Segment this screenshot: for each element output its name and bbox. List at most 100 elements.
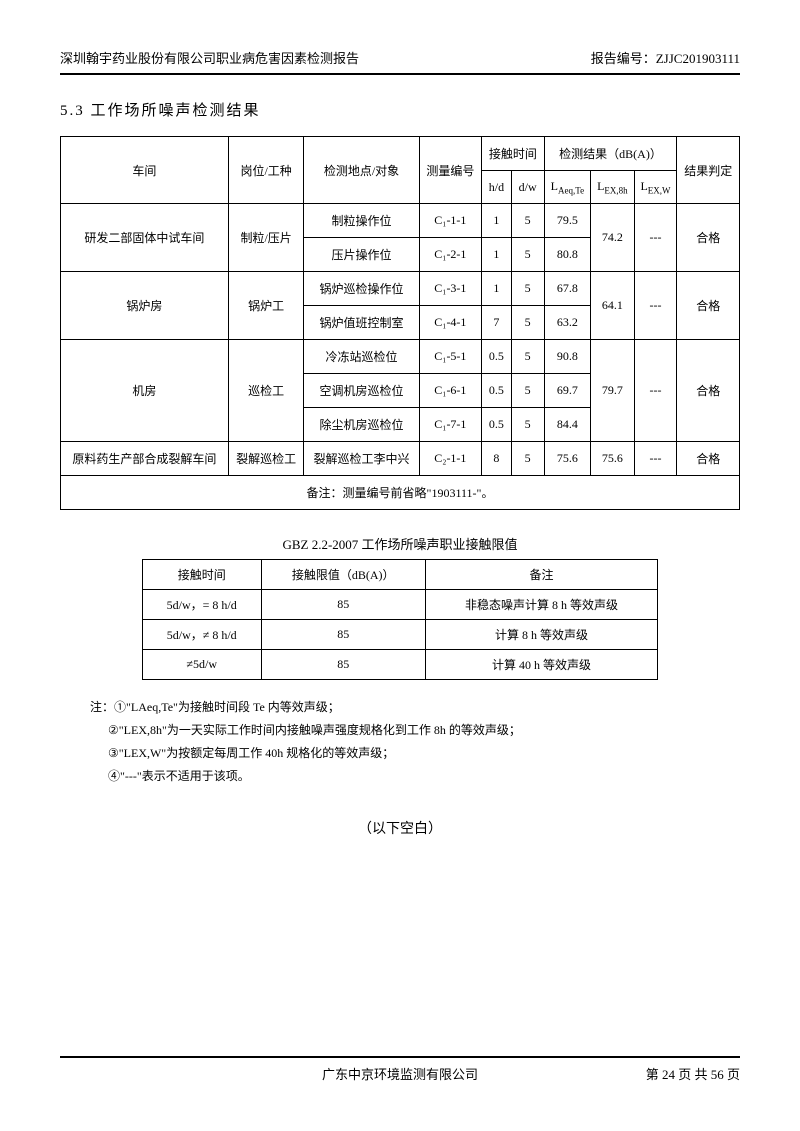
table-row: ≠5d/w85计算 40 h 等效声级 (142, 650, 658, 680)
cell-position: 制粒/压片 (228, 204, 304, 272)
cell-limit: 85 (261, 590, 425, 620)
cell-judge: 合格 (677, 204, 740, 272)
cell-position: 巡检工 (228, 340, 304, 442)
limit-table: 接触时间 接触限值（dB(A)） 备注 5d/w，= 8 h/d85非稳态噪声计… (142, 559, 659, 680)
cell-workshop: 研发二部固体中试车间 (61, 204, 229, 272)
notes-block: 注：①"LAeq,Te"为接触时间段 Te 内等效声级； ②"LEX,8h"为一… (60, 696, 740, 787)
table-note-row: 备注：测量编号前省略"1903111-"。 (61, 476, 740, 510)
col-result: 检测结果（dB(A)） (544, 137, 677, 171)
col-laeqte: LAeq,Te (544, 171, 591, 204)
cell-hd: 0.5 (482, 408, 512, 442)
footer-center: 广东中京环境监测有限公司 (322, 1064, 478, 1083)
cell-location: 制粒操作位 (304, 204, 419, 238)
cell-dw: 5 (511, 204, 544, 238)
header-left: 深圳翰宇药业股份有限公司职业病危害因素检测报告 (60, 48, 359, 67)
cell-hd: 0.5 (482, 374, 512, 408)
table-row: 原料药生产部合成裂解车间裂解巡检工裂解巡检工李中兴C₂-1-18575.675.… (61, 442, 740, 476)
cell-id: C₂-1-1 (419, 442, 482, 476)
col-measure-id: 测量编号 (419, 137, 482, 204)
cell-dw: 5 (511, 374, 544, 408)
footer-right: 第 24 页 共 56 页 (646, 1064, 740, 1083)
cell-id: C₁-1-1 (419, 204, 482, 238)
sub-col-remark: 备注 (425, 560, 658, 590)
cell-remark: 计算 8 h 等效声级 (425, 620, 658, 650)
cell-position: 裂解巡检工 (228, 442, 304, 476)
cell-location: 压片操作位 (304, 238, 419, 272)
cell-hd: 1 (482, 238, 512, 272)
sub-table-caption: GBZ 2.2-2007 工作场所噪声职业接触限值 (60, 534, 740, 553)
cell-laeqte: 84.4 (544, 408, 591, 442)
col-lex8h: LEX,8h (591, 171, 634, 204)
cell-location: 空调机房巡检位 (304, 374, 419, 408)
cell-laeqte: 69.7 (544, 374, 591, 408)
cell-location: 除尘机房巡检位 (304, 408, 419, 442)
cell-id: C₁-6-1 (419, 374, 482, 408)
cell-laeqte: 80.8 (544, 238, 591, 272)
cell-laeqte: 90.8 (544, 340, 591, 374)
table-row: 锅炉房锅炉工锅炉巡检操作位C₁-3-11567.864.1---合格 (61, 272, 740, 306)
cell-judge: 合格 (677, 442, 740, 476)
sub-col-contact: 接触时间 (142, 560, 261, 590)
cell-lexw: --- (634, 340, 677, 442)
cell-location: 冷冻站巡检位 (304, 340, 419, 374)
cell-contact: 5d/w，= 8 h/d (142, 590, 261, 620)
cell-location: 锅炉值班控制室 (304, 306, 419, 340)
cell-remark: 非稳态噪声计算 8 h 等效声级 (425, 590, 658, 620)
cell-id: C₁-7-1 (419, 408, 482, 442)
note-item: ④"---"表示不适用于该项。 (108, 769, 250, 783)
col-position: 岗位/工种 (228, 137, 304, 204)
cell-workshop: 原料药生产部合成裂解车间 (61, 442, 229, 476)
cell-lexw: --- (634, 442, 677, 476)
cell-hd: 8 (482, 442, 512, 476)
cell-workshop: 锅炉房 (61, 272, 229, 340)
col-dw: d/w (511, 171, 544, 204)
cell-hd: 0.5 (482, 340, 512, 374)
cell-location: 裂解巡检工李中兴 (304, 442, 419, 476)
cell-limit: 85 (261, 650, 425, 680)
cell-lex8h: 75.6 (591, 442, 634, 476)
header-right: 报告编号：ZJJC201903111 (591, 48, 740, 67)
page-footer: 广东中京环境监测有限公司 第 24 页 共 56 页 (60, 1056, 740, 1083)
noise-result-table: 车间 岗位/工种 检测地点/对象 测量编号 接触时间 检测结果（dB(A)） 结… (60, 136, 740, 510)
cell-lexw: --- (634, 204, 677, 272)
cell-id: C₁-2-1 (419, 238, 482, 272)
cell-lexw: --- (634, 272, 677, 340)
cell-laeqte: 75.6 (544, 442, 591, 476)
cell-workshop: 机房 (61, 340, 229, 442)
cell-laeqte: 79.5 (544, 204, 591, 238)
note-item: ③"LEX,W"为按额定每周工作 40h 规格化的等效声级； (108, 746, 394, 760)
cell-laeqte: 67.8 (544, 272, 591, 306)
sub-col-limit: 接触限值（dB(A)） (261, 560, 425, 590)
cell-lex8h: 74.2 (591, 204, 634, 272)
cell-contact: ≠5d/w (142, 650, 261, 680)
col-judge: 结果判定 (677, 137, 740, 204)
cell-dw: 5 (511, 238, 544, 272)
table-row: 5d/w，≠ 8 h/d85计算 8 h 等效声级 (142, 620, 658, 650)
table-row: 5d/w，= 8 h/d85非稳态噪声计算 8 h 等效声级 (142, 590, 658, 620)
note-item: ①"LAeq,Te"为接触时间段 Te 内等效声级； (114, 700, 340, 714)
cell-hd: 1 (482, 204, 512, 238)
section-title: 5.3 工作场所噪声检测结果 (60, 99, 740, 120)
cell-id: C₁-3-1 (419, 272, 482, 306)
col-hd: h/d (482, 171, 512, 204)
cell-dw: 5 (511, 340, 544, 374)
cell-hd: 1 (482, 272, 512, 306)
cell-dw: 5 (511, 408, 544, 442)
col-location: 检测地点/对象 (304, 137, 419, 204)
table-note: 备注：测量编号前省略"1903111-"。 (61, 476, 740, 510)
cell-hd: 7 (482, 306, 512, 340)
table-row: 机房巡检工冷冻站巡检位C₁-5-10.5590.879.7---合格 (61, 340, 740, 374)
cell-position: 锅炉工 (228, 272, 304, 340)
cell-id: C₁-4-1 (419, 306, 482, 340)
cell-lex8h: 64.1 (591, 272, 634, 340)
cell-id: C₁-5-1 (419, 340, 482, 374)
page-header: 深圳翰宇药业股份有限公司职业病危害因素检测报告 报告编号：ZJJC2019031… (60, 0, 740, 75)
table-row: 研发二部固体中试车间制粒/压片制粒操作位C₁-1-11579.574.2---合… (61, 204, 740, 238)
col-workshop: 车间 (61, 137, 229, 204)
cell-judge: 合格 (677, 272, 740, 340)
notes-prefix: 注： (90, 700, 114, 714)
blank-indicator: （以下空白） (60, 818, 740, 838)
cell-dw: 5 (511, 272, 544, 306)
cell-limit: 85 (261, 620, 425, 650)
cell-lex8h: 79.7 (591, 340, 634, 442)
